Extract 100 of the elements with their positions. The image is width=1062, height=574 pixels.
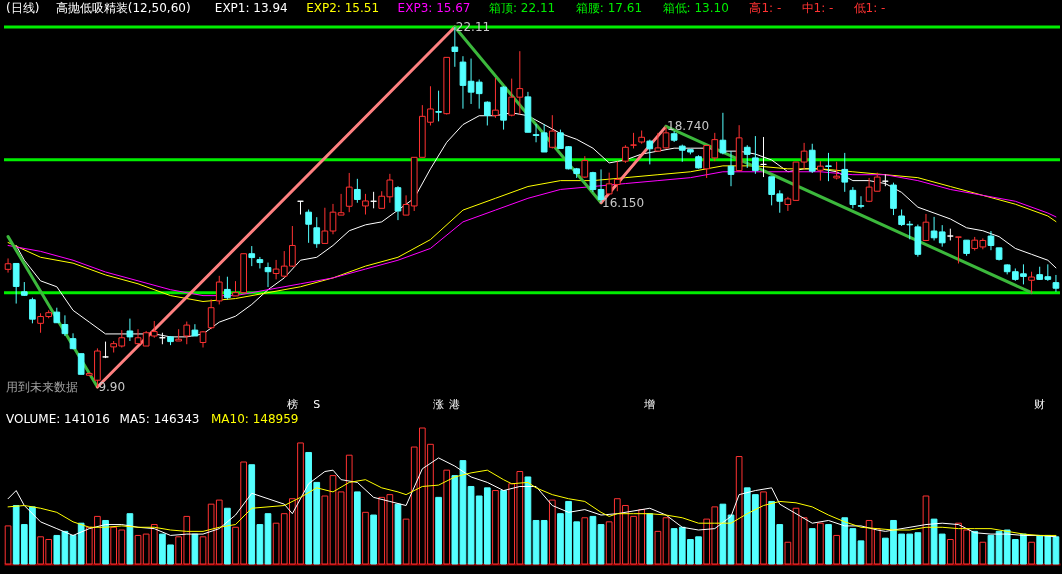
candlestick [825, 152, 832, 182]
chart-subtitle: 高抛低吸精装(12,50,60) [55, 1, 191, 15]
candlestick [224, 276, 231, 300]
bar [435, 496, 442, 565]
bar [1028, 541, 1035, 565]
candlestick [77, 353, 85, 375]
bar [727, 514, 735, 565]
bar [264, 513, 272, 565]
candlestick [12, 262, 20, 305]
bar [979, 541, 987, 565]
candlestick [849, 186, 857, 209]
candlestick [548, 114, 556, 149]
ref-line-label: 箱顶: 22.11 [489, 1, 556, 15]
ref-line-label: 箱低: 13.10 [662, 1, 729, 15]
text: 中1: - [801, 1, 834, 15]
candlestick [126, 318, 134, 342]
bar [808, 528, 816, 565]
bar [597, 524, 605, 565]
candlestick [841, 152, 849, 193]
candlestick [808, 143, 816, 174]
candlestick [719, 112, 727, 155]
candlestick [256, 256, 264, 269]
candlestick [1028, 271, 1035, 294]
candlestick [800, 142, 808, 170]
x-tick-label: 增 [643, 397, 656, 411]
bar [646, 513, 654, 565]
candlestick [337, 193, 345, 216]
candlestick [922, 213, 930, 242]
text: EXP3: 15.67 [397, 1, 471, 15]
candlestick [207, 298, 215, 330]
bar [4, 525, 12, 565]
bar [833, 534, 840, 565]
candlestick [483, 100, 491, 126]
candlestick [248, 245, 256, 267]
bar [922, 495, 930, 565]
bar [524, 476, 532, 565]
candlestick [890, 182, 897, 216]
ref-line-label: 箱腰: 17.61 [575, 1, 643, 15]
x-tick-label: 涨 [433, 397, 445, 411]
bar [581, 517, 589, 565]
candlestick [183, 321, 191, 345]
candlestick [1052, 274, 1060, 293]
bar [784, 541, 792, 565]
candlestick [857, 195, 865, 209]
chart-title: VOLUME: 141016 [6, 412, 110, 426]
x-tick-label: 港 [449, 397, 461, 411]
candlestick [646, 139, 654, 165]
text: MA5: 146343 [119, 412, 200, 426]
bar [102, 519, 109, 565]
bar [800, 517, 808, 565]
candlestick [752, 135, 759, 175]
candlestick [459, 55, 467, 110]
bar [654, 530, 662, 565]
candlestick [492, 77, 499, 119]
candlestick [362, 193, 369, 216]
text: MA10: 148959 [211, 412, 299, 426]
candlestick [987, 230, 995, 251]
candlestick [743, 144, 751, 169]
x-tick-label: 榜 [286, 397, 298, 411]
bar [126, 513, 134, 565]
bar [817, 522, 824, 565]
bar [735, 456, 743, 565]
bar [760, 491, 767, 565]
bar [719, 503, 727, 565]
candlestick [435, 90, 442, 122]
candlestick [817, 160, 824, 182]
candlestick [581, 155, 589, 179]
candlestick [313, 216, 321, 249]
candlestick [394, 185, 402, 221]
bar [825, 524, 832, 565]
annotation: 用到未来数据 [6, 380, 78, 394]
bar [370, 514, 377, 565]
data-label: 9.90 [98, 380, 126, 394]
candlestick [727, 150, 735, 187]
candlestick [654, 132, 662, 152]
bar [971, 530, 979, 565]
candlestick [354, 178, 361, 204]
candlestick [29, 297, 36, 324]
candlestick [662, 125, 670, 149]
bar [662, 517, 670, 565]
candlestick [345, 172, 353, 213]
bar [548, 499, 556, 565]
candlestick [784, 196, 792, 212]
text: 高1: - [749, 1, 782, 15]
bar [224, 507, 231, 565]
bar [394, 503, 402, 565]
candlestick [955, 236, 962, 264]
data-label: 16.150 [602, 195, 645, 210]
candlestick [305, 209, 312, 244]
annotation: 22.11 [455, 20, 491, 34]
bar [354, 491, 361, 565]
bar [443, 469, 451, 565]
bar [589, 515, 597, 565]
bar [987, 534, 995, 565]
text: EXP1: 13.94 [214, 1, 288, 15]
chart-title: (日线) [6, 1, 40, 15]
candlestick [597, 168, 605, 204]
x-tick-label: S [313, 397, 321, 411]
text: EXP2: 15.51 [306, 1, 380, 15]
candlestick [61, 314, 69, 337]
